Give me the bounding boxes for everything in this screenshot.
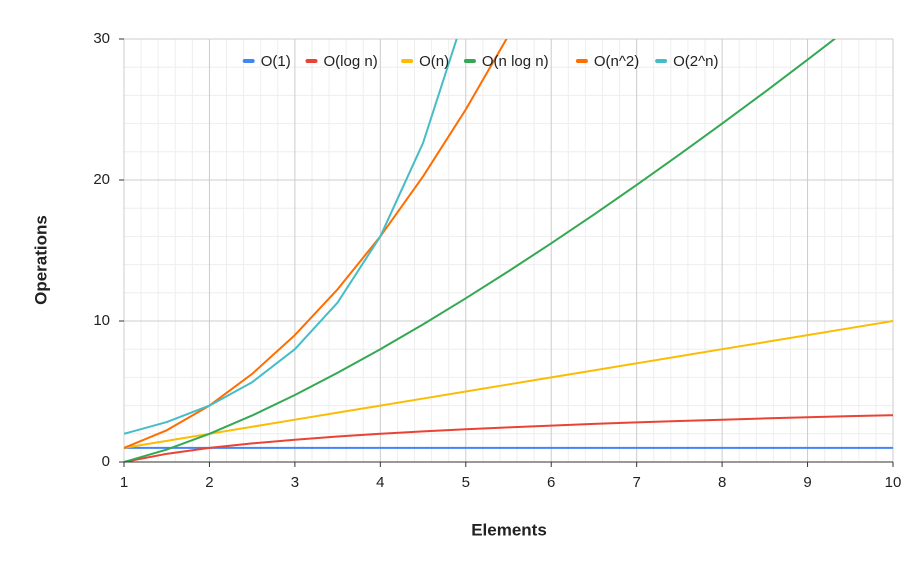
y-tick-label: 0	[102, 453, 110, 470]
x-tick-label: 8	[718, 474, 726, 491]
legend-label: O(n^2)	[594, 53, 639, 70]
x-tick-label: 7	[632, 474, 640, 491]
series-line	[124, 39, 458, 435]
legend-swatch	[305, 59, 318, 63]
x-tick-label: 4	[376, 474, 384, 491]
legend-swatch	[401, 59, 414, 63]
legend-swatch	[242, 59, 255, 63]
y-tick-label: 30	[93, 30, 110, 47]
plot-area	[124, 39, 893, 462]
x-tick-label: 3	[291, 474, 299, 491]
x-tick-label: 10	[885, 474, 902, 491]
legend-label: O(n)	[419, 53, 449, 70]
legend-label: O(1)	[261, 53, 291, 70]
legend-label: O(n log n)	[482, 53, 549, 70]
grid	[123, 38, 894, 463]
x-tick-label: 6	[547, 474, 555, 491]
legend-label: O(2^n)	[673, 53, 718, 70]
legend-label: O(log n)	[324, 53, 378, 70]
x-tick-label: 5	[462, 474, 470, 491]
x-tick-label: 9	[803, 474, 811, 491]
x-axis-title: Elements	[471, 520, 547, 539]
legend-swatch	[655, 59, 668, 63]
series-line	[124, 320, 893, 449]
x-tick-label: 1	[120, 474, 128, 491]
series-line	[124, 414, 893, 462]
y-tick-label: 10	[93, 312, 110, 329]
series-line	[124, 39, 837, 462]
legend-swatch	[463, 59, 476, 63]
legend-swatch	[575, 59, 588, 63]
y-axis-title: Operations	[31, 215, 50, 305]
series-line	[124, 39, 508, 449]
y-tick-label: 20	[93, 171, 110, 188]
x-tick-label: 2	[205, 474, 213, 491]
